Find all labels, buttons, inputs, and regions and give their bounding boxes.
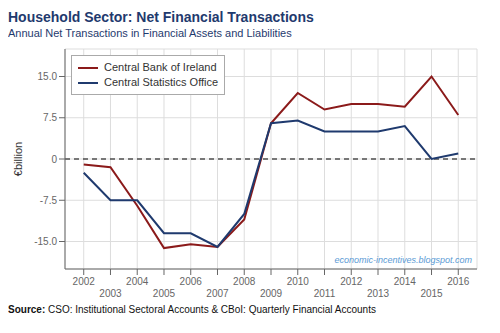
html-text:Household Sector: Net Financia: Household Sector: Net Financial Transact… <box>8 9 314 25</box>
html-text:Central Bank of Ireland: Central Bank of Ireland <box>104 61 217 73</box>
svg-text:2006: 2006 <box>180 276 203 287</box>
svg-text:0: 0 <box>51 154 57 165</box>
html-text:Source: CSO: Institutional Sec: Source: CSO: Institutional Sectoral Acco… <box>8 304 376 315</box>
html-text:Annual Net Transactions in Fin: Annual Net Transactions in Financial Ass… <box>8 27 292 39</box>
svg-text:2015: 2015 <box>420 288 443 299</box>
svg-text:2002: 2002 <box>73 276 96 287</box>
svg-text:7.5: 7.5 <box>43 112 57 123</box>
svg-text:-15.0: -15.0 <box>34 236 57 247</box>
svg-text:2005: 2005 <box>153 288 176 299</box>
html-text:economic-incentives.blogspot.c: economic-incentives.blogspot.com <box>334 255 472 265</box>
html-text:Central Statistics Office: Central Statistics Office <box>104 76 219 88</box>
svg-text:2014: 2014 <box>394 276 417 287</box>
svg-text:2016: 2016 <box>447 276 470 287</box>
svg-text:2009: 2009 <box>260 288 283 299</box>
svg-text:2007: 2007 <box>206 288 229 299</box>
svg-text:2010: 2010 <box>287 276 310 287</box>
svg-text:2012: 2012 <box>340 276 363 287</box>
svg-text:€billion: €billion <box>12 142 24 176</box>
svg-text:2013: 2013 <box>367 288 390 299</box>
svg-text:2008: 2008 <box>233 276 256 287</box>
svg-text:2011: 2011 <box>314 288 336 299</box>
svg-text:15.0: 15.0 <box>38 71 58 82</box>
svg-text:-7.5: -7.5 <box>40 195 58 206</box>
svg-text:2004: 2004 <box>126 276 149 287</box>
svg-text:2003: 2003 <box>99 288 122 299</box>
